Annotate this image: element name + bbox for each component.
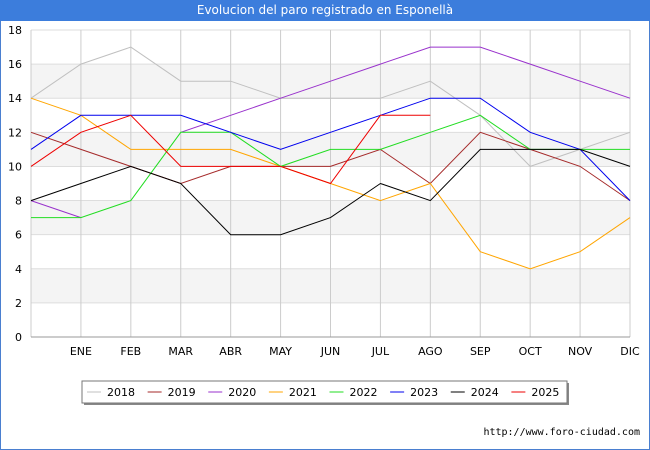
x-tick-label: ENE: [70, 345, 92, 358]
y-tick-label: 18: [8, 24, 22, 37]
y-tick-label: 16: [8, 58, 22, 71]
legend-label-2025: 2025: [531, 386, 559, 399]
y-tick-label: 2: [15, 297, 22, 310]
legend-label-2022: 2022: [350, 386, 378, 399]
series-line-2025: [30, 114, 431, 185]
x-tick-label: DIC: [620, 345, 640, 358]
y-tick-label: 0: [15, 331, 22, 344]
y-tick-label: 6: [15, 229, 22, 242]
x-tick-label: JUN: [320, 345, 341, 358]
legend-label-2023: 2023: [410, 386, 438, 399]
y-tick-label: 14: [8, 92, 22, 105]
x-tick-label: JUL: [371, 345, 390, 358]
x-tick-label: MAR: [168, 345, 193, 358]
legend-label-2020: 2020: [228, 386, 256, 399]
x-tick-label: FEB: [120, 345, 141, 358]
series-line-2018: [30, 46, 631, 167]
x-tick-label: SEP: [470, 345, 491, 358]
x-tick-label: MAY: [269, 345, 292, 358]
source-url[interactable]: http://www.foro-ciudad.com: [483, 427, 640, 438]
series-line-2020: [30, 200, 82, 219]
y-tick-label: 4: [15, 263, 22, 276]
legend-label-2021: 2021: [289, 386, 317, 399]
x-tick-label: OCT: [519, 345, 542, 358]
series-line-2024: [30, 148, 631, 236]
y-tick-label: 8: [15, 195, 22, 208]
legend-label-2019: 2019: [168, 386, 196, 399]
x-tick-label: NOV: [568, 345, 593, 358]
legend-label-2024: 2024: [471, 386, 499, 399]
x-tick-label: ABR: [219, 345, 242, 358]
x-tick-label: AGO: [418, 345, 443, 358]
chart-title: Evolucion del paro registrado en Esponel…: [0, 0, 650, 21]
legend-box: [81, 380, 568, 404]
y-tick-label: 10: [8, 160, 22, 173]
legend-label-2018: 2018: [107, 386, 135, 399]
series-line-2020: [180, 46, 631, 133]
y-tick-label: 12: [8, 126, 22, 139]
